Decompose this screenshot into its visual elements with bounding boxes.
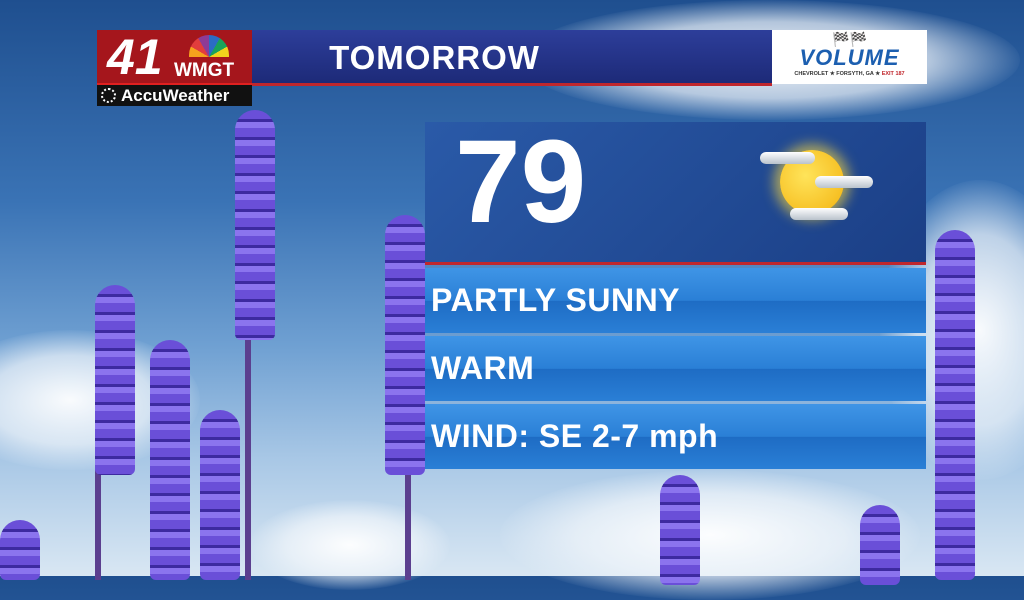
sun-icon (101, 88, 116, 103)
flower (95, 285, 135, 475)
temperature: 79 (455, 116, 587, 248)
sponsor-logo: 🏁🏁 VOLUME CHEVROLET ★ FORSYTH, GA ★ EXIT… (772, 30, 927, 84)
sponsor-name: VOLUME (799, 45, 900, 70)
partner-name: AccuWeather (121, 86, 230, 105)
partly-sunny-icon (760, 140, 873, 230)
station-logo: 41 WMGT AccuWeather (97, 29, 252, 108)
condition-row: PARTLY SUNNY (425, 268, 926, 333)
checkered-flags-icon: 🏁🏁 (832, 32, 867, 48)
sponsor-line: CHEVROLET (794, 71, 829, 77)
flower (935, 230, 975, 580)
flower (860, 505, 900, 585)
call-sign: WMGT (174, 60, 235, 81)
forecast-panel: 79 PARTLY SUNNY WARM WIND: SE 2-7 mph (425, 116, 926, 472)
flower (660, 475, 700, 585)
flower (150, 340, 190, 580)
flower (200, 410, 240, 580)
peacock-icon (189, 35, 229, 57)
sponsor-line: FORSYTH, GA (836, 71, 874, 77)
wind-row: WIND: SE 2-7 mph (425, 404, 926, 469)
channel-number: 41 (107, 29, 163, 85)
flower (235, 110, 275, 340)
flower (385, 215, 425, 475)
sponsor-line: EXIT 187 (881, 71, 905, 77)
condition-row: WARM (425, 336, 926, 401)
page-title: TOMORROW (329, 39, 540, 76)
flower (0, 520, 40, 580)
